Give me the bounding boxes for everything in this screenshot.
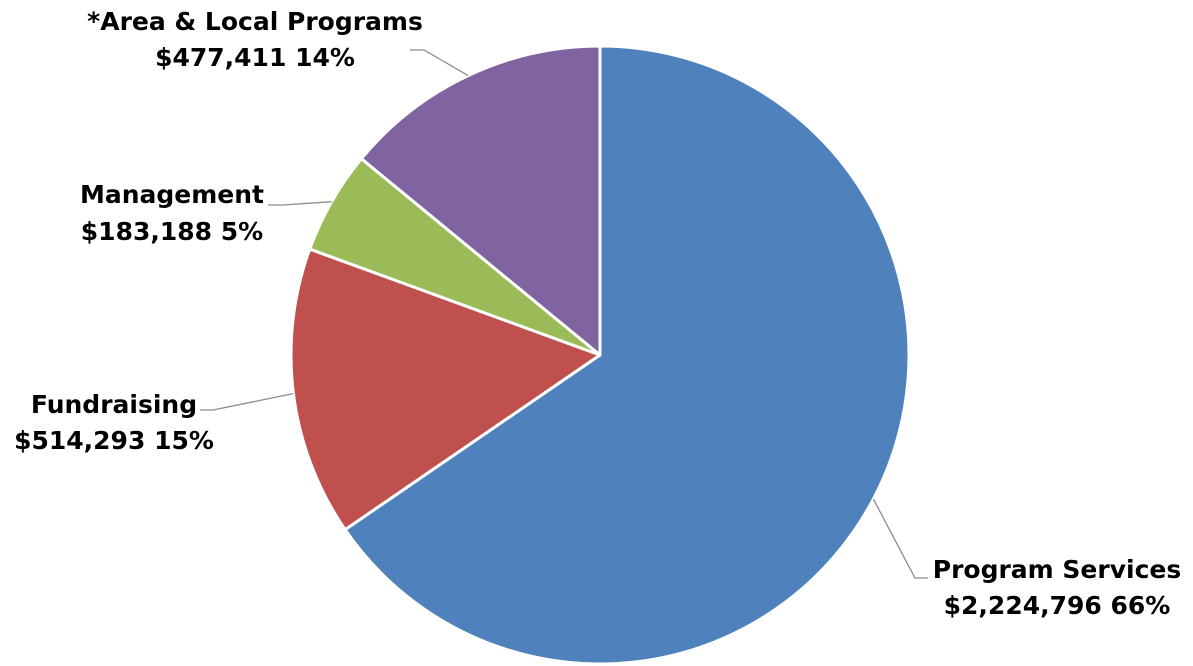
- label-program-services-value: $2,224,796 66%: [944, 591, 1171, 620]
- label-area-local-programs-name: *Area & Local Programs: [87, 7, 423, 36]
- label-management-value: $183,188 5%: [81, 217, 263, 246]
- pie-slice-fundraising: [289, 247, 602, 532]
- label-fundraising-name: Fundraising: [31, 390, 197, 419]
- pie-slice-program-services: [343, 44, 911, 666]
- pie-slice-area-local-programs: [359, 44, 602, 357]
- label-management-name: Management: [80, 180, 264, 209]
- label-fundraising-value: $514,293 15%: [14, 426, 214, 455]
- leader-lines: [200, 49, 928, 579]
- leader-line-fundraising: [200, 392, 294, 411]
- label-area-local-programs-value: $477,411 14%: [155, 43, 355, 72]
- leader-line-area-local-programs: [410, 49, 469, 77]
- label-program-services-name: Program Services: [933, 555, 1182, 584]
- pie-slices: [289, 44, 911, 666]
- leader-line-management: [268, 201, 332, 206]
- leader-line-program-services: [872, 498, 928, 579]
